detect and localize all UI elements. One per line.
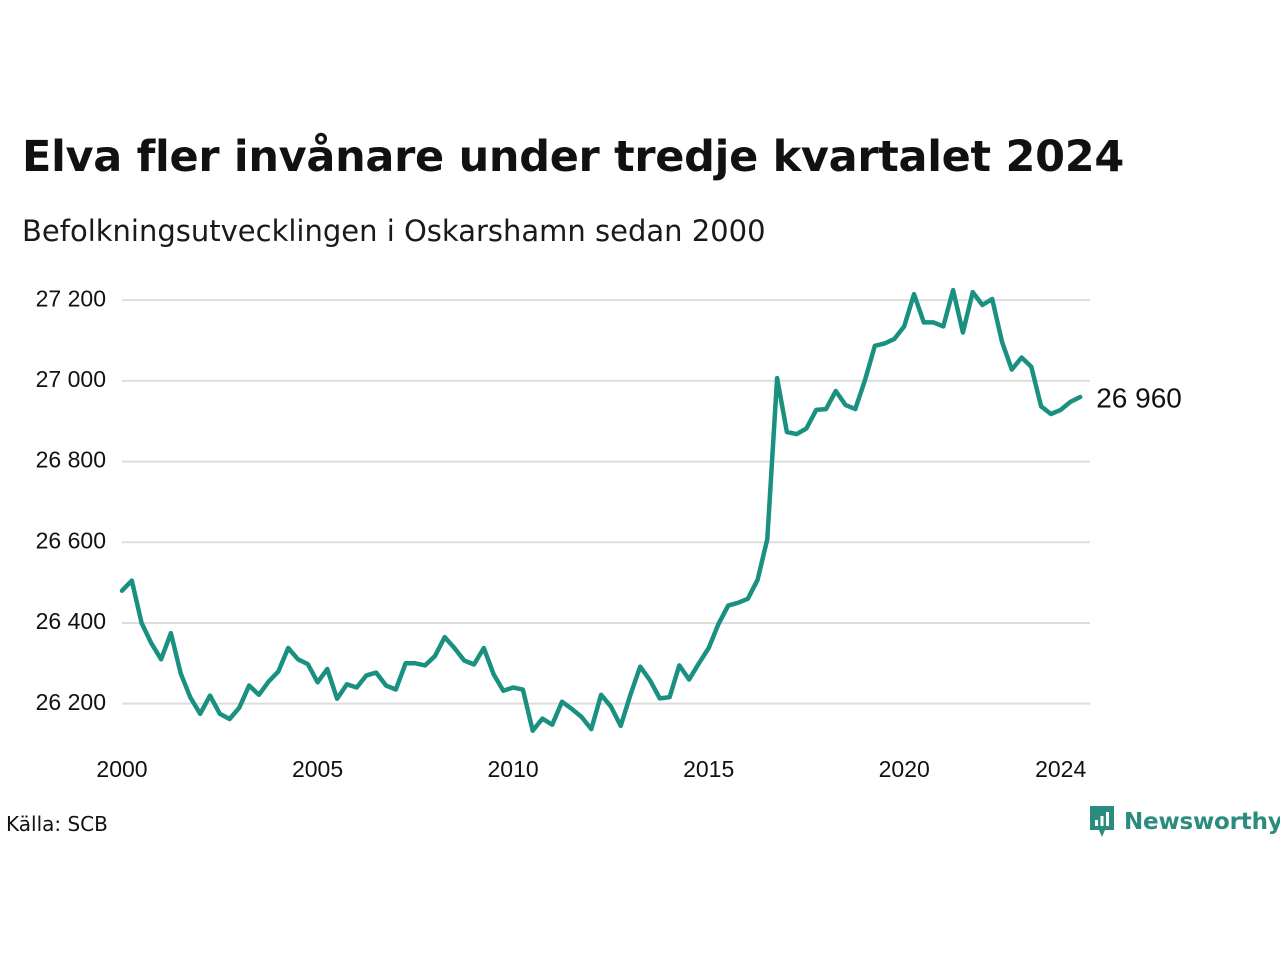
- y-tick-label: 26 600: [36, 527, 106, 553]
- y-tick-label: 26 400: [36, 608, 106, 634]
- y-tick-label: 27 000: [36, 366, 106, 392]
- y-axis-tick-labels: 26 200 26 400 26 600 26 800 27 000 27 200: [36, 285, 106, 715]
- chart-subtitle: Befolkningsutvecklingen i Oskarshamn sed…: [22, 214, 766, 248]
- population-series-line: [119, 287, 1083, 733]
- y-tick-label: 26 800: [36, 447, 106, 473]
- source-note: Källa: SCB: [6, 812, 108, 836]
- newsworthy-logo: Newsworthy: [1088, 804, 1280, 840]
- newsworthy-logo-icon: [1090, 806, 1114, 837]
- x-tick-label: 2010: [488, 756, 539, 782]
- chart-title: Elva fler invånare under tredje kvartale…: [22, 132, 1124, 182]
- brand-name: Newsworthy: [1124, 809, 1280, 835]
- y-gridlines: [122, 299, 1090, 705]
- x-tick-label: 2020: [879, 756, 930, 782]
- x-tick-label: 2024: [1035, 756, 1086, 782]
- x-tick-label: 2005: [292, 756, 343, 782]
- x-tick-label: 2000: [96, 756, 147, 782]
- y-tick-label: 27 200: [36, 285, 106, 311]
- x-axis-tick-labels: 2000 2005 2010 2015 2020 2024: [96, 756, 1086, 782]
- y-tick-label: 26 200: [36, 689, 106, 715]
- line-chart: 26 200 26 400 26 600 26 800 27 000 27 200 200…: [36, 285, 1182, 782]
- x-tick-label: 2015: [683, 756, 734, 782]
- end-value-label: 26 960: [1096, 382, 1182, 413]
